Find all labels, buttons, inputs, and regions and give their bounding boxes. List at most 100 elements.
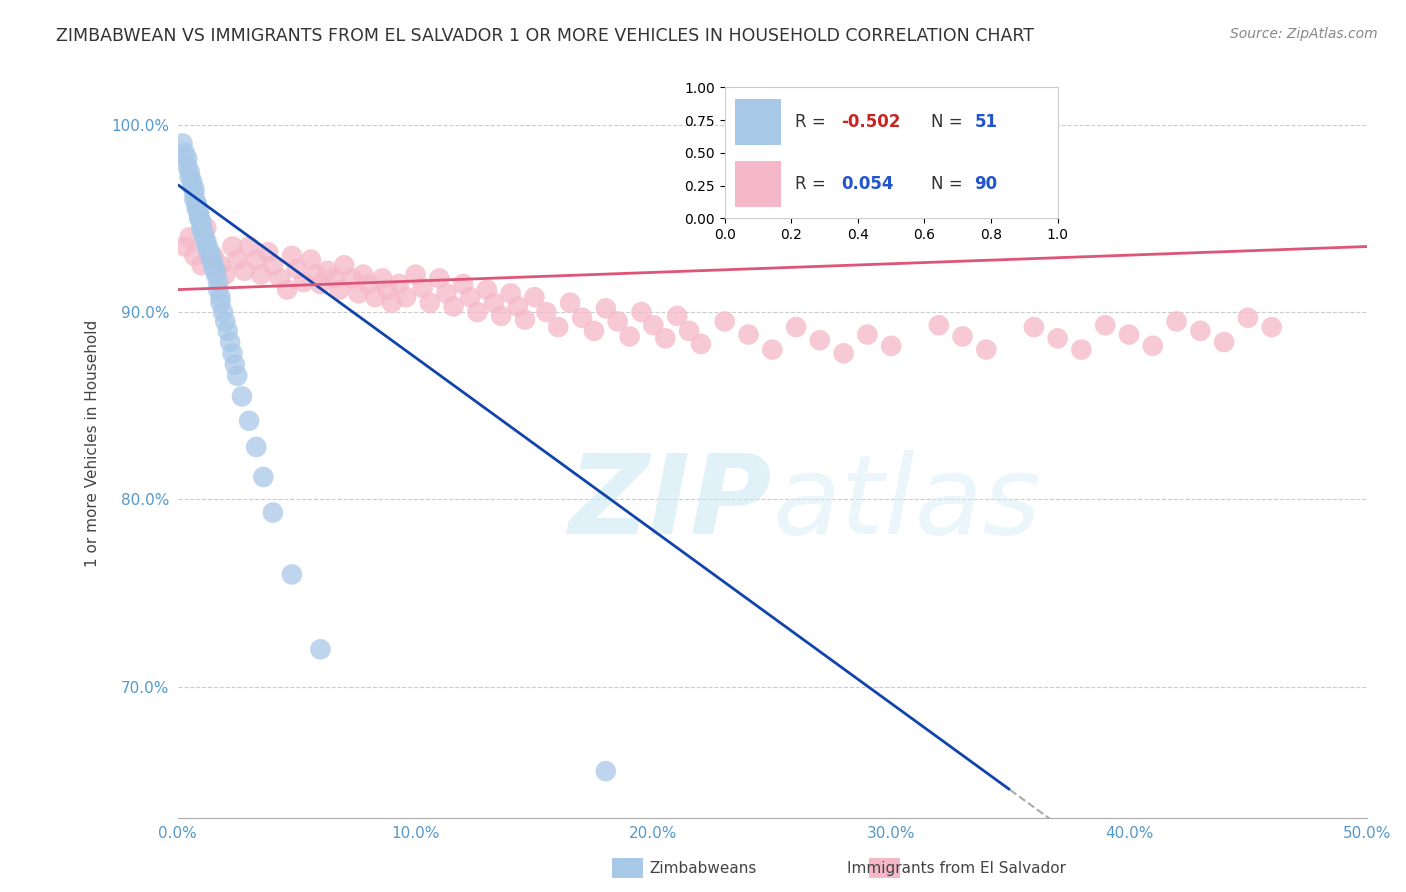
Text: atlas: atlas (772, 450, 1040, 557)
Point (176, 152, 198, 166)
Point (195, 234, 218, 248)
Point (458, 290, 481, 304)
Point (352, 268, 374, 282)
Point (1260, 320, 1282, 334)
Point (207, 283, 229, 297)
Point (412, 281, 434, 295)
Point (209, 290, 232, 304)
Point (952, 329, 974, 343)
Point (375, 283, 398, 297)
Point (1046, 331, 1069, 345)
Point (467, 305, 489, 319)
Point (536, 305, 558, 319)
Point (666, 309, 689, 323)
Point (323, 271, 346, 285)
Point (186, 198, 208, 212)
Point (281, 249, 304, 263)
Point (381, 295, 404, 310)
Point (405, 268, 427, 282)
Point (785, 320, 807, 334)
Point (269, 271, 291, 285)
Point (292, 275, 315, 289)
Point (347, 286, 370, 301)
Point (186, 202, 208, 216)
Text: Immigrants from El Salvador: Immigrants from El Salvador (846, 861, 1066, 876)
Point (547, 320, 569, 334)
Point (928, 318, 950, 333)
Point (217, 324, 239, 338)
Text: ZIMBABWEAN VS IMMIGRANTS FROM EL SALVADOR 1 OR MORE VEHICLES IN HOUSEHOLD CORREL: ZIMBABWEAN VS IMMIGRANTS FROM EL SALVADO… (56, 27, 1035, 45)
Point (183, 249, 205, 263)
Point (595, 301, 617, 316)
Point (179, 164, 201, 178)
Point (190, 258, 212, 272)
Point (214, 268, 236, 282)
Point (245, 252, 267, 267)
Point (451, 277, 474, 291)
Text: Source: ZipAtlas.com: Source: ZipAtlas.com (1230, 27, 1378, 41)
Point (202, 249, 225, 263)
Point (250, 268, 273, 282)
Point (188, 206, 211, 220)
Point (281, 567, 304, 582)
Point (1237, 310, 1260, 325)
Point (238, 239, 260, 253)
Point (856, 327, 879, 342)
Point (176, 159, 198, 173)
Point (285, 262, 308, 277)
Point (197, 245, 219, 260)
Point (173, 145, 195, 160)
Point (427, 271, 450, 285)
Point (690, 337, 713, 351)
Y-axis label: 1 or more Vehicles in Household: 1 or more Vehicles in Household (86, 319, 100, 567)
Text: ZIP: ZIP (569, 450, 772, 557)
Point (221, 346, 243, 360)
Point (643, 318, 665, 333)
Point (186, 196, 208, 211)
Point (506, 300, 529, 314)
Point (513, 312, 536, 326)
Point (499, 286, 522, 301)
Point (190, 222, 212, 236)
Point (489, 309, 512, 323)
Point (1022, 320, 1045, 334)
Point (371, 271, 394, 285)
Point (333, 258, 356, 272)
Point (328, 283, 350, 297)
Point (1189, 324, 1212, 338)
Point (395, 290, 418, 304)
Point (183, 193, 205, 207)
Point (190, 219, 212, 233)
Point (245, 440, 267, 454)
Point (606, 314, 628, 328)
Point (224, 358, 246, 372)
Point (188, 210, 211, 224)
Point (1142, 339, 1164, 353)
Point (193, 230, 215, 244)
Point (252, 470, 274, 484)
Point (209, 258, 232, 272)
Point (172, 136, 194, 151)
Point (188, 211, 211, 226)
Point (808, 333, 831, 347)
Point (195, 237, 218, 252)
Point (226, 368, 249, 383)
Point (195, 220, 218, 235)
Point (257, 245, 280, 260)
Point (299, 252, 322, 267)
Point (173, 239, 195, 253)
Point (238, 414, 260, 428)
Point (209, 295, 232, 310)
Point (207, 275, 229, 289)
Point (582, 324, 605, 338)
Point (226, 252, 249, 267)
Point (761, 343, 783, 357)
Point (305, 268, 328, 282)
Point (214, 314, 236, 328)
Point (262, 506, 284, 520)
Point (183, 181, 205, 195)
Point (654, 331, 676, 345)
Point (202, 256, 225, 270)
Point (219, 334, 242, 349)
Point (595, 764, 617, 779)
